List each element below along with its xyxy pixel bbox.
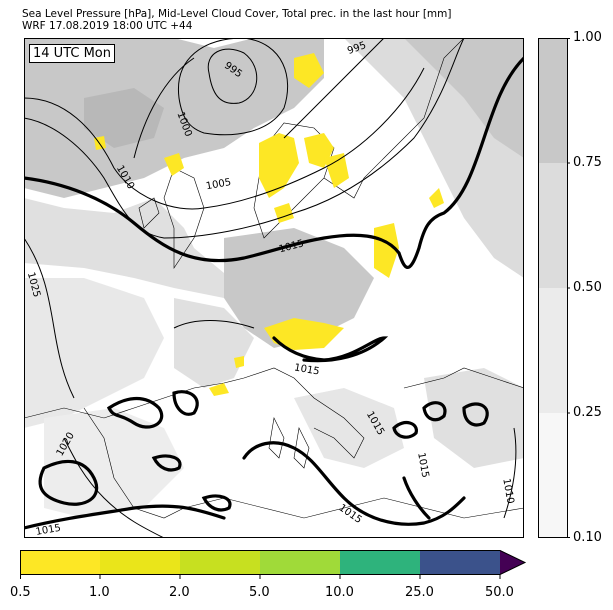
isobars-thick xyxy=(24,56,524,530)
precip-bin-1.0-2.0 xyxy=(100,550,180,575)
precip-tick-0.5: 0.5 xyxy=(10,585,31,600)
chart-title: Sea Level Pressure [hPa], Mid-Level Clou… xyxy=(22,8,452,32)
precip-bin-0.5-1.0 xyxy=(20,550,100,575)
precip-tick-25.0: 25.0 xyxy=(405,585,434,600)
cloud-bin-0.50-0.75 xyxy=(538,163,568,288)
cloud-cover-colorbar xyxy=(538,38,570,538)
cloud-cover-layer xyxy=(24,38,524,518)
precip-tick-5.0: 5.0 xyxy=(249,585,270,600)
isobar-label-1015-f: 1015 xyxy=(35,523,62,538)
cloud-bin-0.75-1.00 xyxy=(538,38,568,163)
isobar-label-1015-b: 1015 xyxy=(293,362,320,377)
isobar-label-1010-b: 1010 xyxy=(500,478,515,505)
precip-tick-50.0: 50.0 xyxy=(485,585,514,600)
precipitation-layer xyxy=(94,53,444,396)
precip-tick-2.0: 2.0 xyxy=(169,585,190,600)
map-frame xyxy=(24,38,524,538)
title-line-2: WRF 17.08.2019 18:00 UTC +44 xyxy=(22,20,193,32)
cloud-tick-0.50: 0.50 xyxy=(573,280,602,295)
precip-tick-10.0: 10.0 xyxy=(325,585,354,600)
cloud-bin-0.25-0.50 xyxy=(538,288,568,413)
precip-extend-arrow xyxy=(500,550,525,575)
precip-bin-2.0-5.0 xyxy=(180,550,260,575)
cloud-tick-0.10: 0.10 xyxy=(573,530,602,545)
cloud-tick-0.75: 0.75 xyxy=(573,155,602,170)
weather-map: 995 995 1000 1005 1010 1015 1015 1015 10… xyxy=(24,38,524,538)
cloud-bin-0.10-0.25 xyxy=(538,413,568,538)
precip-tick-1.0: 1.0 xyxy=(89,585,110,600)
precip-bin-25.0-50.0 xyxy=(420,550,500,575)
precip-bin-10.0-25.0 xyxy=(340,550,420,575)
isobars-thin xyxy=(24,38,517,538)
cloud-tick-0.25: 0.25 xyxy=(573,405,602,420)
time-label: 14 UTC Mon xyxy=(29,44,115,63)
isobar-label-1005: 1005 xyxy=(205,177,232,192)
title-line-1: Sea Level Pressure [hPa], Mid-Level Clou… xyxy=(22,8,452,20)
isobar-label-1015-d: 1015 xyxy=(415,452,430,479)
precip-colorbar xyxy=(20,550,527,579)
precip-bin-5.0-10.0 xyxy=(260,550,340,575)
cloud-tick-1.00: 1.00 xyxy=(573,30,602,45)
